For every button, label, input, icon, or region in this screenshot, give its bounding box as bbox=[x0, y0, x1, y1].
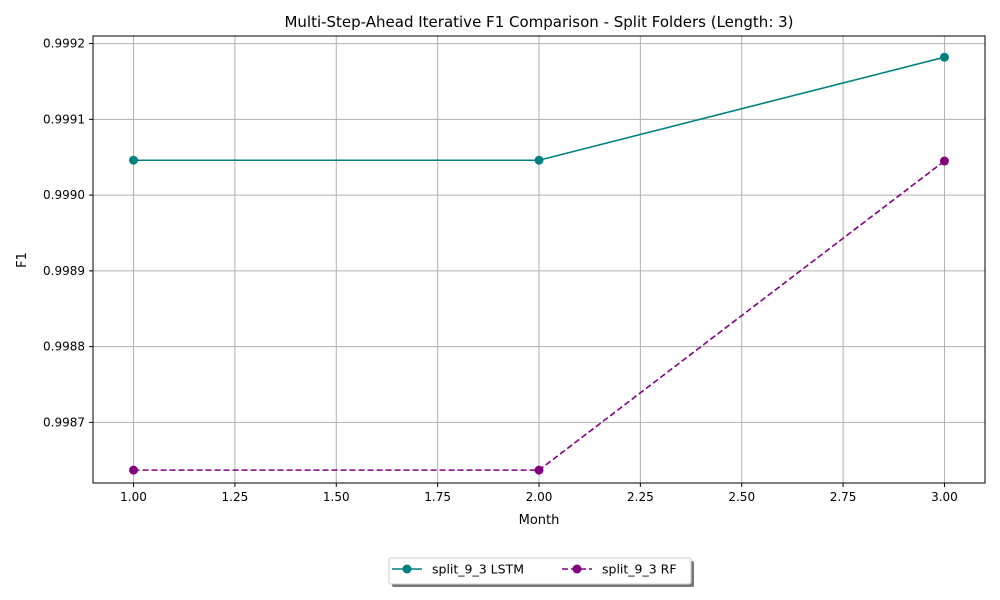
y-tick-label: 0.9991 bbox=[43, 112, 85, 126]
y-tick-label: 0.9990 bbox=[43, 188, 85, 202]
legend-items: split_9_3 LSTM split_9_3 RF bbox=[392, 562, 677, 577]
y-tick-label: 0.9987 bbox=[43, 415, 85, 429]
legend[interactable]: split_9_3 LSTM split_9_3 RF bbox=[388, 557, 694, 587]
legend-label: split_9_3 LSTM bbox=[432, 562, 524, 577]
x-axis-label: Month bbox=[519, 513, 560, 528]
data-point-marker bbox=[129, 155, 139, 165]
legend-label: split_9_3 RF bbox=[602, 562, 677, 577]
y-tick-label: 0.9989 bbox=[43, 264, 85, 278]
x-tick-label: 2.50 bbox=[728, 490, 755, 504]
x-tick-label: 1.75 bbox=[424, 490, 451, 504]
x-axis-ticks: 1.00 1.25 1.50 1.75 2.00 2.25 2.50 2.75 3.00 bbox=[120, 483, 958, 504]
x-tick-label: 2.75 bbox=[830, 490, 857, 504]
series-markers bbox=[129, 52, 949, 475]
y-tick-label: 0.9988 bbox=[43, 340, 85, 354]
x-tick-label: 2.25 bbox=[627, 490, 654, 504]
data-point-marker bbox=[939, 156, 949, 166]
data-point-marker bbox=[534, 465, 544, 475]
x-tick-label: 1.25 bbox=[222, 490, 249, 504]
y-tick-label: 0.9992 bbox=[43, 37, 85, 51]
x-tick-label: 3.00 bbox=[931, 490, 958, 504]
y-axis-label: F1 bbox=[15, 252, 30, 268]
legend-marker bbox=[572, 564, 582, 574]
x-tick-label: 1.50 bbox=[323, 490, 350, 504]
y-axis-ticks: 0.9987 0.9988 0.9989 0.9990 0.9991 0.9992 bbox=[43, 37, 93, 429]
grid-lines bbox=[93, 36, 985, 483]
x-tick-label: 1.00 bbox=[120, 490, 147, 504]
legend-marker bbox=[402, 564, 412, 574]
x-tick-label: 2.00 bbox=[526, 490, 553, 504]
data-point-marker bbox=[939, 52, 949, 62]
legend-box bbox=[388, 557, 692, 585]
data-point-marker bbox=[534, 155, 544, 165]
data-point-marker bbox=[129, 465, 139, 475]
chart-title: Multi-Step-Ahead Iterative F1 Comparison… bbox=[284, 13, 793, 31]
